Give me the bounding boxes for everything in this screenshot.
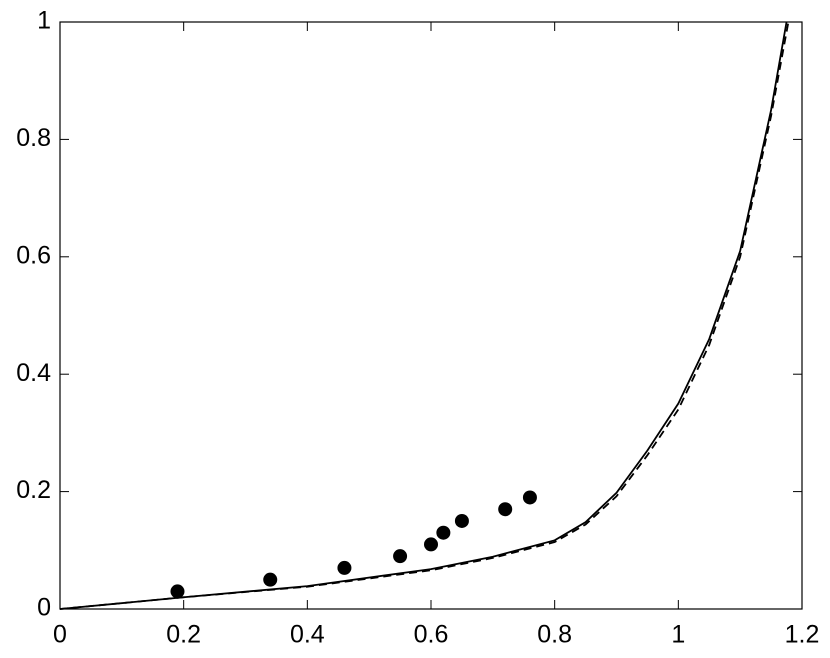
y-tick-label: 0.6 [16,241,51,269]
data-point [263,572,278,587]
x-tick-label: 0 [53,621,67,649]
x-tick-label: 0.2 [166,621,201,649]
plot-frame [59,21,803,610]
data-point [393,549,408,564]
data-point [498,502,513,517]
data-point [522,490,537,505]
data-point [424,537,438,552]
x-tick-label: 1.2 [785,621,820,649]
data-point [170,584,185,599]
x-tick-label: 1 [671,621,685,649]
data-point [436,525,451,540]
x-tick-label: 0.6 [414,621,449,649]
x-tick-label: 0.8 [537,621,572,649]
x-tick-label: 0.4 [290,621,325,649]
data-point [337,560,352,575]
y-tick-label: 0.2 [16,476,51,504]
solid-curve [59,21,788,610]
y-tick-label: 0 [37,594,51,622]
dashed-curve [59,21,790,610]
y-tick-label: 0.4 [16,359,51,387]
data-point [454,513,469,528]
y-tick-label: 0.8 [16,124,51,152]
y-tick-label: 1 [37,7,51,35]
